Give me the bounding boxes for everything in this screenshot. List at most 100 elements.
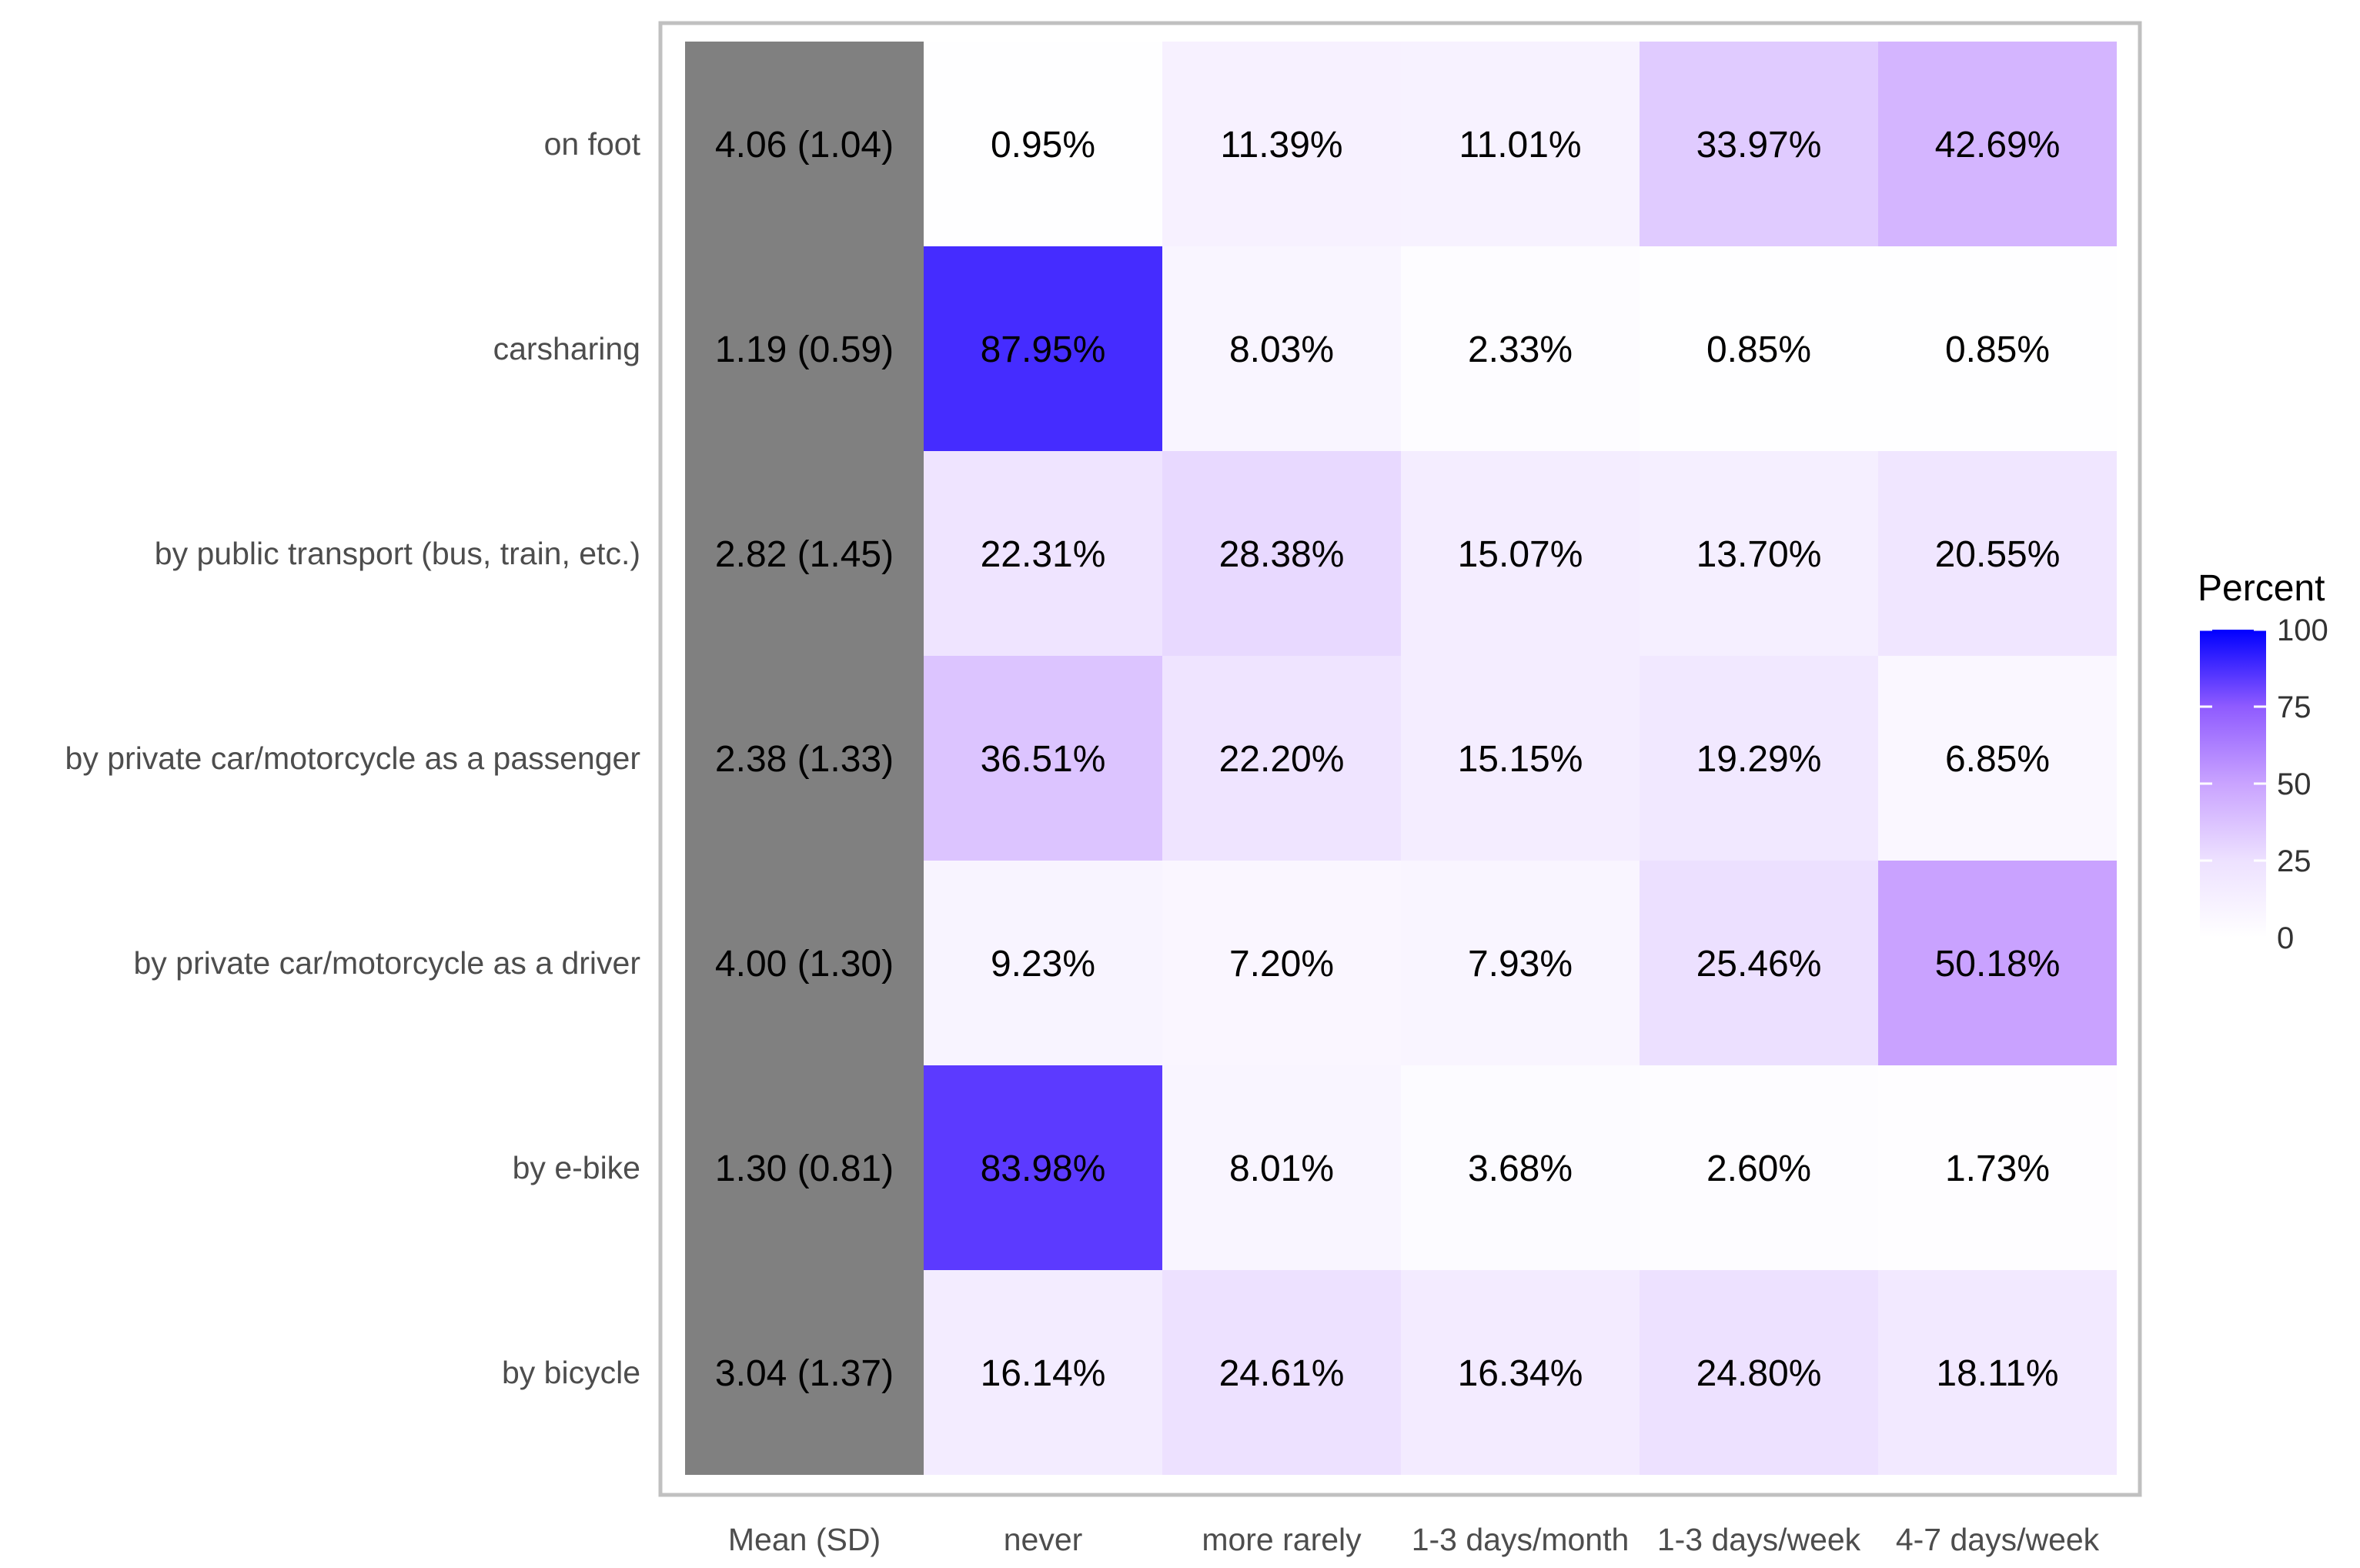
- cell-label-row-5-col-6: 50.18%: [1935, 944, 2061, 985]
- row-label-row-2: carsharing: [493, 331, 640, 366]
- heatmap-cell-row-3-col-2: [924, 451, 1162, 656]
- mean-sd-cell-row-6: [685, 1065, 924, 1270]
- cell-label-row-3-col-6: 20.55%: [1935, 534, 2061, 575]
- mean-sd-cell-row-5: [685, 861, 924, 1065]
- cell-label-row-2-col-6: 0.85%: [1945, 329, 2050, 370]
- mean-sd-label-row-4: 2.38 (1.33): [715, 739, 894, 780]
- heatmap-cell-row-4-col-3: [1162, 656, 1401, 861]
- heatmap-cell-row-4-col-2: [924, 656, 1162, 861]
- legend-tick-label-3: 50: [2277, 767, 2312, 801]
- legend-tick-label-2: 75: [2277, 690, 2312, 724]
- cell-label-row-3-col-5: 13.70%: [1696, 534, 1822, 575]
- cell-label-row-1-col-2: 0.95%: [991, 125, 1095, 165]
- cell-label-row-2-col-4: 2.33%: [1468, 329, 1573, 370]
- column-label-5: 1-3 days/week: [1657, 1522, 1861, 1557]
- row-label-row-4: by private car/motorcycle as a passenger: [65, 741, 640, 776]
- cell-label-row-7-col-6: 18.11%: [1936, 1353, 2058, 1394]
- mean-sd-cell-row-1: [685, 42, 924, 246]
- row-label-row-6: by e-bike: [513, 1150, 640, 1185]
- cell-label-row-4-col-2: 36.51%: [981, 739, 1106, 780]
- heatmap-cell-row-7-col-5: [1640, 1270, 1878, 1475]
- cell-label-row-6-col-4: 3.68%: [1468, 1148, 1573, 1189]
- cell-label-row-4-col-6: 6.85%: [1945, 739, 2050, 780]
- row-label-row-1: on foot: [544, 126, 641, 162]
- heatmap-cell-row-4-col-6: [1878, 656, 2117, 861]
- heatmap-cell-row-7-col-6: [1878, 1270, 2117, 1475]
- row-label-row-7: by bicycle: [502, 1355, 640, 1390]
- heatmap-cell-row-1-col-4: [1401, 42, 1640, 246]
- legend-tick-label-4: 25: [2277, 844, 2312, 878]
- column-label-1: Mean (SD): [728, 1522, 881, 1557]
- cell-label-row-3-col-2: 22.31%: [981, 534, 1106, 575]
- column-label-3: more rarely: [1202, 1522, 1362, 1557]
- heatmap-cell-row-2-col-3: [1162, 246, 1401, 451]
- heatmap-cell-row-6-col-4: [1401, 1065, 1640, 1270]
- heatmap-cell-row-7-col-4: [1401, 1270, 1640, 1475]
- heatmap-cell-row-3-col-6: [1878, 451, 2117, 656]
- cell-label-row-1-col-6: 42.69%: [1935, 125, 2061, 165]
- heatmap-cell-row-2-col-5: [1640, 246, 1878, 451]
- cell-label-row-7-col-4: 16.34%: [1458, 1353, 1583, 1394]
- heatmap-cell-row-6-col-5: [1640, 1065, 1878, 1270]
- heatmap-cell-row-3-col-3: [1162, 451, 1401, 656]
- heatmap-cell-row-5-col-3: [1162, 861, 1401, 1065]
- cell-label-row-1-col-3: 11.39%: [1220, 125, 1342, 165]
- cell-label-row-2-col-3: 8.03%: [1229, 329, 1334, 370]
- heatmap-cell-row-1-col-2: [924, 42, 1162, 246]
- mean-sd-label-row-3: 2.82 (1.45): [715, 534, 894, 575]
- cell-label-row-4-col-5: 19.29%: [1696, 739, 1822, 780]
- heatmap-cell-row-7-col-2: [924, 1270, 1162, 1475]
- mean-sd-label-row-5: 4.00 (1.30): [715, 944, 894, 985]
- row-label-row-3: by public transport (bus, train, etc.): [155, 536, 640, 571]
- row-labels: on foot carsharing by public transport (bu…: [65, 126, 641, 1390]
- heatmap-cell-row-5-col-6: [1878, 861, 2117, 1065]
- column-label-6: 4-7 days/week: [1896, 1522, 2100, 1557]
- cell-label-row-1-col-5: 33.97%: [1696, 125, 1822, 165]
- heatmap-cell-row-3-col-5: [1640, 451, 1878, 656]
- heatmap-cell-row-3-col-4: [1401, 451, 1640, 656]
- mean-sd-cell-row-2: [685, 246, 924, 451]
- cells-layer: 4.06 (1.04) 0.95% 11.39% 11.01% 33.97% 42.69%…: [685, 42, 2117, 1475]
- heatmap-cell-row-5-col-5: [1640, 861, 1878, 1065]
- heatmap-cell-row-4-col-4: [1401, 656, 1640, 861]
- cell-label-row-7-col-5: 24.80%: [1696, 1353, 1822, 1394]
- heatmap-cell-row-2-col-2: [924, 246, 1162, 451]
- column-label-4: 1-3 days/month: [1412, 1522, 1630, 1557]
- cell-label-row-5-col-5: 25.46%: [1696, 944, 1822, 985]
- mean-sd-cell-row-3: [685, 451, 924, 656]
- mean-sd-label-row-7: 3.04 (1.37): [715, 1353, 894, 1394]
- cell-label-row-6-col-3: 8.01%: [1229, 1148, 1334, 1189]
- heatmap-cell-row-6-col-6: [1878, 1065, 2117, 1270]
- legend-tick-label-1: 100: [2277, 613, 2328, 647]
- cell-label-row-1-col-4: 11.01%: [1459, 125, 1581, 165]
- column-labels: Mean (SD) never more rarely 1-3 days/month 1…: [728, 1522, 2100, 1557]
- cell-label-row-4-col-3: 22.20%: [1219, 739, 1345, 780]
- mean-sd-label-row-6: 1.30 (0.81): [715, 1148, 894, 1189]
- heatmap-cell-row-4-col-5: [1640, 656, 1878, 861]
- cell-label-row-7-col-3: 24.61%: [1219, 1353, 1345, 1394]
- mean-sd-cell-row-7: [685, 1270, 924, 1475]
- row-label-row-5: by private car/motorcycle as a driver: [133, 945, 640, 981]
- cell-label-row-3-col-3: 28.38%: [1219, 534, 1345, 575]
- cell-label-row-4-col-4: 15.15%: [1458, 739, 1583, 780]
- cell-label-row-5-col-2: 9.23%: [991, 944, 1095, 985]
- heatmap-cell-row-1-col-3: [1162, 42, 1401, 246]
- mean-sd-cell-row-4: [685, 656, 924, 861]
- cell-label-row-5-col-4: 7.93%: [1468, 944, 1573, 985]
- mean-sd-label-row-1: 4.06 (1.04): [715, 125, 894, 165]
- heatmap-cell-row-5-col-2: [924, 861, 1162, 1065]
- heatmap-cell-row-6-col-3: [1162, 1065, 1401, 1270]
- heatmap-cell-row-5-col-4: [1401, 861, 1640, 1065]
- column-label-2: never: [1004, 1522, 1083, 1557]
- cell-label-row-2-col-5: 0.85%: [1706, 329, 1811, 370]
- cell-label-row-6-col-5: 2.60%: [1706, 1148, 1811, 1189]
- legend-title: Percent: [2198, 568, 2325, 609]
- cell-label-row-6-col-2: 83.98%: [981, 1148, 1106, 1189]
- mean-sd-label-row-2: 1.19 (0.59): [715, 329, 894, 370]
- heatmap-cell-row-2-col-6: [1878, 246, 2117, 451]
- cell-label-row-3-col-4: 15.07%: [1458, 534, 1583, 575]
- cell-label-row-5-col-3: 7.20%: [1229, 944, 1334, 985]
- cell-label-row-7-col-2: 16.14%: [981, 1353, 1106, 1394]
